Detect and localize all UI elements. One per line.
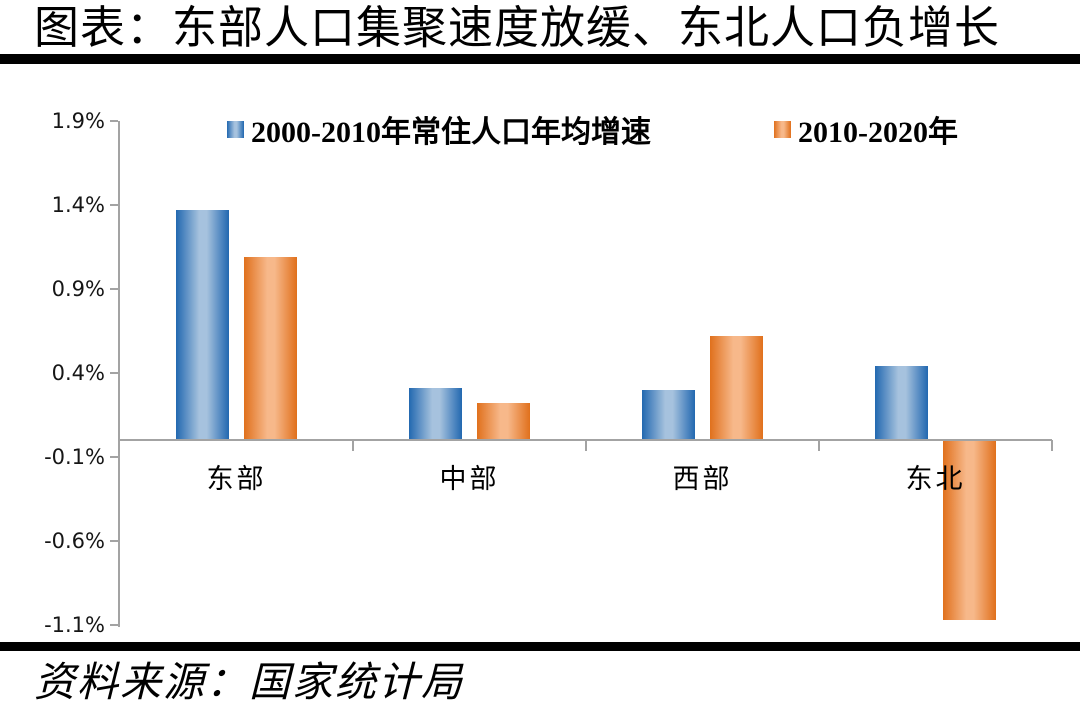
y-tick-label: 0.9% xyxy=(51,277,105,301)
y-axis-tick xyxy=(110,288,118,290)
y-tick-label: -0.6% xyxy=(44,529,105,553)
y-axis-tick xyxy=(110,456,118,458)
x-axis-separator-tick xyxy=(818,440,820,452)
y-axis-tick xyxy=(110,120,118,122)
legend-label-2010-2020: 2010-2020年 xyxy=(798,116,958,149)
y-axis-tick xyxy=(110,372,118,374)
category-label: 中部 xyxy=(439,464,500,495)
y-axis-line xyxy=(118,121,120,627)
y-axis-tick xyxy=(110,624,118,626)
y-axis-tick xyxy=(110,540,118,542)
bar-series2-cat2 xyxy=(477,403,530,441)
y-tick-label: -0.1% xyxy=(44,445,105,469)
legend-label-2000-2010: 2000-2010年常住人口年均增速 xyxy=(251,116,651,149)
chart-title: 图表：东部人口集聚速度放缓、东北人口负增长 xyxy=(34,3,1001,53)
y-tick-label: 1.9% xyxy=(51,109,105,133)
x-axis-separator-tick xyxy=(1051,440,1053,452)
legend-swatch-orange xyxy=(774,120,791,138)
bar-series1-cat4 xyxy=(875,366,928,441)
legend-swatch-blue xyxy=(227,120,244,138)
y-tick-label: 1.4% xyxy=(51,193,105,217)
bar-series2-cat3 xyxy=(710,336,763,441)
bar-series1-cat2 xyxy=(409,388,462,441)
legend-item-2010-2020: 2010-2020年 xyxy=(774,107,958,151)
bar-series2-cat1 xyxy=(244,257,297,441)
bottom-rule xyxy=(0,642,1080,651)
bar-series2-cat4 xyxy=(943,440,996,620)
category-label: 西部 xyxy=(672,464,733,495)
y-tick-label: -1.1% xyxy=(44,613,105,637)
category-label: 东北 xyxy=(905,464,966,495)
x-axis-separator-tick xyxy=(585,440,587,452)
x-axis-separator-tick xyxy=(352,440,354,452)
y-tick-label: 0.4% xyxy=(51,361,105,385)
source-text: 资料来源：国家统计局 xyxy=(34,659,464,705)
top-rule xyxy=(0,54,1080,64)
bar-series1-cat1 xyxy=(176,210,229,441)
y-axis-tick xyxy=(110,204,118,206)
legend-item-2000-2010: 2000-2010年常住人口年均增速 xyxy=(227,107,651,151)
bar-series1-cat3 xyxy=(642,389,695,441)
category-label: 东部 xyxy=(206,464,267,495)
